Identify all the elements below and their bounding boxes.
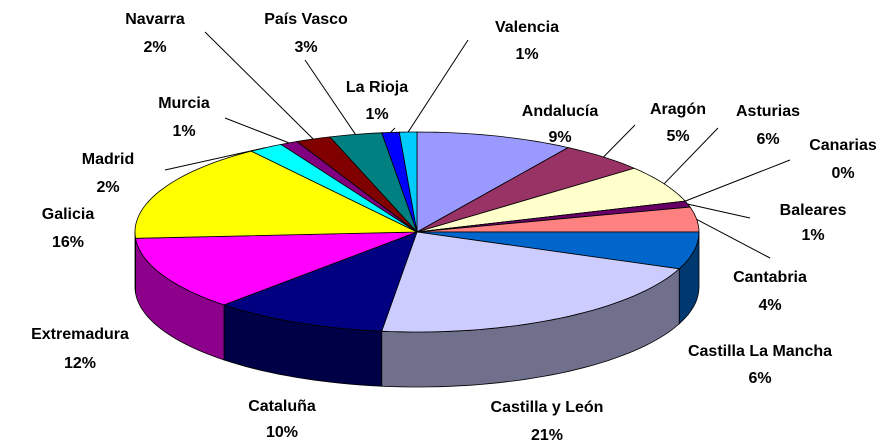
leader-line: [685, 159, 791, 202]
leader-line: [304, 59, 356, 135]
leader-line: [224, 117, 290, 144]
slice-name: Baleares: [780, 202, 847, 219]
slice-name: Cantabria: [733, 269, 807, 286]
leader-line: [603, 124, 636, 158]
slice-name: Asturias: [736, 103, 800, 120]
slice-percent: 1%: [365, 106, 388, 123]
slice-name: País Vasco: [264, 11, 348, 28]
slice-name: Cataluña: [248, 398, 316, 415]
pie-sides: [134, 231, 700, 388]
pie-slice: [329, 132, 418, 233]
slice-percent: 1%: [801, 227, 824, 244]
slice-name: Extremadura: [31, 326, 129, 343]
slice-percent: 1%: [172, 123, 195, 140]
pie-slice: [416, 231, 700, 270]
slice-percent: 0%: [831, 165, 854, 182]
slice-percent: 1%: [515, 46, 538, 63]
slice-percent: 10%: [266, 424, 298, 441]
slice-name: Madrid: [82, 151, 134, 168]
leader-line: [663, 127, 719, 185]
pie-side: [134, 231, 136, 294]
pie-slice: [381, 231, 681, 333]
leader-line: [407, 39, 469, 133]
pie-slice: [416, 147, 636, 233]
slice-name: Murcia: [158, 95, 210, 112]
slice-name: Canarias: [809, 137, 877, 154]
leader-line: [687, 203, 751, 219]
pie-slice: [416, 131, 570, 233]
slice-name: Navarra: [125, 11, 185, 28]
slice-name: Valencia: [495, 19, 559, 36]
slice-percent: 5%: [666, 128, 689, 145]
slice-name: Castilla y León: [491, 399, 604, 416]
pie-slice: [222, 231, 418, 332]
slice-percent: 12%: [64, 355, 96, 372]
slice-percent: 4%: [758, 297, 781, 314]
slice-name: Aragón: [650, 101, 706, 118]
leader-line: [696, 219, 771, 259]
leader-line: [204, 31, 314, 140]
leaders: [164, 31, 791, 259]
slice-name: Galicia: [42, 206, 95, 223]
leader-line: [164, 147, 267, 171]
pie-slice: [135, 231, 418, 306]
slice-percent: 2%: [96, 179, 119, 196]
leader-line: [390, 127, 396, 133]
pie-tops: [134, 131, 700, 333]
slice-percent: 21%: [531, 427, 563, 443]
labels: Andalucía 9% Aragón 5% Asturias 6% Canarias 0% B…: [31, 11, 877, 443]
pie-slice: [134, 150, 418, 239]
slice-percent: 6%: [756, 131, 779, 148]
slice-name: Castilla La Mancha: [688, 343, 832, 360]
slice-name: La Rioja: [346, 79, 408, 96]
slice-percent: 2%: [143, 39, 166, 56]
slice-name: Andalucía: [522, 103, 599, 120]
slice-percent: 3%: [294, 39, 317, 56]
slice-percent: 6%: [748, 370, 771, 387]
slice-percent: 9%: [548, 129, 571, 146]
slice-percent: 16%: [52, 234, 84, 251]
